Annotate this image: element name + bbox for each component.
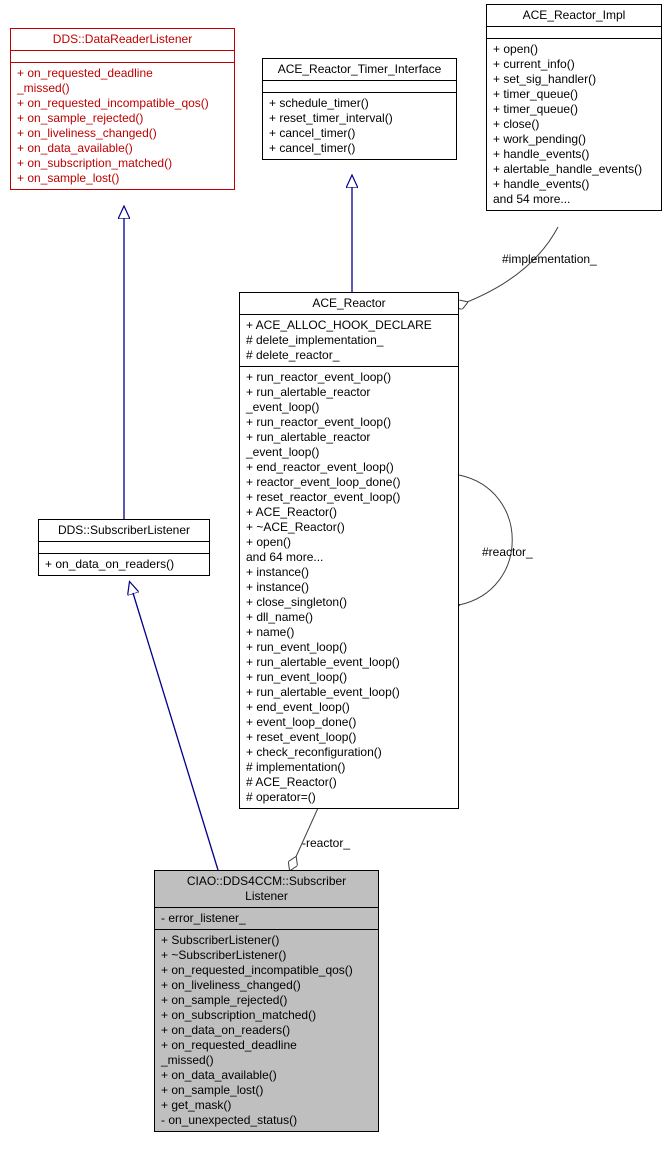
class-title: DDS::DataReaderListener <box>11 29 234 51</box>
class-ops: + run_reactor_event_loop() + run_alertab… <box>240 367 458 808</box>
class-attrs: + ACE_ALLOC_HOOK_DECLARE # delete_implem… <box>240 315 458 367</box>
class-attrs-empty <box>39 542 209 554</box>
class-title: CIAO::DDS4CCM::Subscriber Listener <box>155 871 378 908</box>
class-box-ace-reactor-timer-interface: ACE_Reactor_Timer_Interface + schedule_t… <box>262 58 457 160</box>
class-box-ace-reactor-impl: ACE_Reactor_Impl + open() + current_info… <box>486 4 662 211</box>
class-ops: + on_data_on_readers() <box>39 554 209 575</box>
class-attrs-empty <box>487 27 661 39</box>
class-attrs-empty <box>11 51 234 63</box>
edge-label-reactor-self: #reactor_ <box>482 545 533 560</box>
class-ops: + SubscriberListener() + ~SubscriberList… <box>155 930 378 1131</box>
edge-aggr-reactor-self <box>459 475 512 605</box>
class-title: ACE_Reactor <box>240 293 458 315</box>
class-title: DDS::SubscriberListener <box>39 520 209 542</box>
class-ops: + schedule_timer() + reset_timer_interva… <box>263 93 456 159</box>
class-title: ACE_Reactor_Impl <box>487 5 661 27</box>
class-attrs: - error_listener_ <box>155 908 378 930</box>
edge-inherit-ciao-to-sublistener <box>133 593 218 870</box>
edge-label-reactor-down: -reactor_ <box>302 836 350 851</box>
edge-aggr-reactor-to-impl <box>454 227 558 307</box>
class-title: ACE_Reactor_Timer_Interface <box>263 59 456 81</box>
class-box-dds-subscriberlistener: DDS::SubscriberListener + on_data_on_rea… <box>38 519 210 576</box>
class-box-ciao-subscriberlistener: CIAO::DDS4CCM::Subscriber Listener - err… <box>154 870 379 1132</box>
class-attrs-empty <box>263 81 456 93</box>
edge-label-implementation: #implementation_ <box>502 252 597 267</box>
class-box-ace-reactor: ACE_Reactor + ACE_ALLOC_HOOK_DECLARE # d… <box>239 292 459 809</box>
class-ops: + open() + current_info() + set_sig_hand… <box>487 39 661 210</box>
class-ops: + on_requested_deadline _missed() + on_r… <box>11 63 234 189</box>
class-box-dds-datareaderlistener: DDS::DataReaderListener + on_requested_d… <box>10 28 235 190</box>
